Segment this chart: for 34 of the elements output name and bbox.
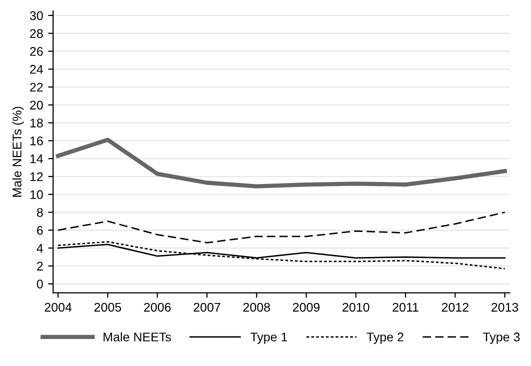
- x-tick-label: 2005: [94, 302, 122, 312]
- y-tick-label: 6: [37, 226, 43, 235]
- x-tick-label: 2010: [342, 302, 370, 312]
- y-tick-label: 26: [30, 47, 43, 56]
- y-tick-label: 8: [36, 208, 43, 217]
- y-tick-label: 18: [30, 118, 43, 128]
- y-tick-label: 10: [30, 190, 43, 200]
- y-tick-label: 20: [30, 100, 43, 110]
- y-tick-label: 0: [36, 280, 43, 289]
- x-tick-label: 2009: [292, 302, 320, 312]
- legend-label: Type 3: [482, 332, 520, 344]
- x-tick-label: 2004: [44, 302, 72, 312]
- y-tick-label: 2: [37, 262, 43, 270]
- line-series: [56, 138, 507, 188]
- y-tick-label: 16: [30, 136, 43, 146]
- y-tick-label: 4: [36, 244, 44, 253]
- y-tick-label: 22: [30, 82, 43, 92]
- y-tick-label: 28: [30, 29, 43, 38]
- x-tick-label: 2011: [392, 302, 418, 312]
- y-tick-label: 14: [30, 154, 44, 164]
- x-tick-label: 2007: [194, 302, 220, 312]
- x-tick-label: 2012: [442, 302, 468, 312]
- y-tick-label: 24: [30, 64, 44, 74]
- x-tick-label: 2006: [144, 302, 171, 312]
- x-tick-label: 2008: [243, 302, 270, 312]
- x-tick-label: 2013: [492, 302, 518, 312]
- legend-label: Type 1: [250, 332, 288, 344]
- y-tick-label: 12: [30, 172, 43, 182]
- legend-label: Type 2: [366, 332, 404, 344]
- y-tick-label: 30: [30, 11, 43, 20]
- line-series: [57, 241, 506, 270]
- line-series: [57, 212, 506, 244]
- y-axis-title: Male NEETs (%): [12, 106, 24, 197]
- legend-label: Male NEETs: [104, 332, 171, 342]
